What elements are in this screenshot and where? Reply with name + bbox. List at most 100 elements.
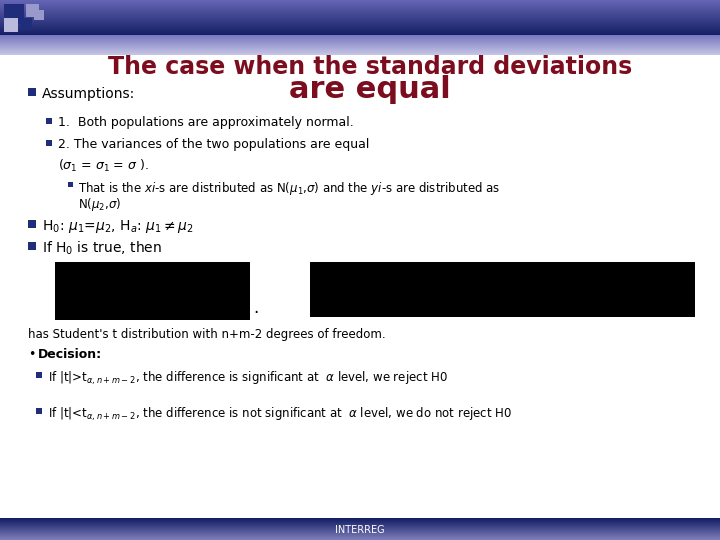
Bar bbox=[0, 1, 720, 2]
Text: are equal: are equal bbox=[289, 75, 451, 104]
Bar bbox=[0, 19, 720, 20]
Bar bbox=[0, 16, 720, 17]
Bar bbox=[0, 35, 720, 36]
Text: If |t|<t$_{\alpha,n+m-2}$, the difference is not significant at  $\alpha$ level,: If |t|<t$_{\alpha,n+m-2}$, the differenc… bbox=[48, 406, 512, 423]
Bar bbox=[0, 46, 720, 47]
Bar bbox=[0, 45, 720, 46]
Bar bbox=[0, 534, 720, 535]
Bar bbox=[0, 529, 720, 530]
Bar bbox=[0, 18, 720, 19]
Bar bbox=[4, 18, 18, 32]
Bar bbox=[0, 519, 720, 520]
Bar bbox=[0, 44, 720, 45]
Bar bbox=[0, 23, 720, 24]
Bar bbox=[36, 408, 42, 414]
Bar bbox=[0, 520, 720, 521]
Bar bbox=[0, 27, 720, 28]
Text: If H$_0$ is true, then: If H$_0$ is true, then bbox=[42, 240, 162, 258]
Bar bbox=[55, 262, 250, 320]
Text: Decision:: Decision: bbox=[38, 348, 102, 361]
Bar bbox=[0, 533, 720, 534]
Bar bbox=[0, 21, 720, 22]
Bar bbox=[0, 26, 720, 27]
Bar bbox=[0, 49, 720, 50]
Text: INTERREG: INTERREG bbox=[336, 525, 384, 535]
Bar bbox=[0, 524, 720, 525]
Bar bbox=[0, 6, 720, 7]
Bar bbox=[0, 9, 720, 10]
Text: •: • bbox=[28, 348, 35, 361]
Bar bbox=[0, 39, 720, 40]
Bar bbox=[0, 8, 720, 9]
Bar bbox=[0, 0, 720, 1]
Bar bbox=[0, 29, 720, 30]
Bar bbox=[0, 37, 720, 38]
Text: has Student's t distribution with n+m-2 degrees of freedom.: has Student's t distribution with n+m-2 … bbox=[28, 328, 386, 341]
Bar bbox=[0, 3, 720, 4]
Bar bbox=[0, 535, 720, 536]
Bar bbox=[28, 242, 36, 250]
Bar bbox=[0, 47, 720, 48]
Bar bbox=[0, 14, 720, 15]
Bar bbox=[0, 530, 720, 531]
Text: That is the $xi$-s are distributed as N($\mu_1$,$\sigma$) and the $yi$-s are dis: That is the $xi$-s are distributed as N(… bbox=[78, 180, 500, 197]
Bar bbox=[0, 36, 720, 37]
Text: The case when the standard deviations: The case when the standard deviations bbox=[108, 55, 632, 79]
Bar bbox=[34, 10, 44, 20]
Bar bbox=[0, 43, 720, 44]
Text: Assumptions:: Assumptions: bbox=[42, 87, 135, 101]
Bar bbox=[0, 41, 720, 42]
Bar bbox=[0, 531, 720, 532]
Text: 1.  Both populations are approximately normal.: 1. Both populations are approximately no… bbox=[58, 116, 354, 129]
Text: .: . bbox=[253, 299, 258, 317]
Bar bbox=[36, 372, 42, 378]
Bar bbox=[0, 32, 720, 33]
Bar bbox=[0, 11, 720, 12]
Bar bbox=[0, 522, 720, 523]
Bar bbox=[0, 30, 720, 31]
Bar bbox=[0, 539, 720, 540]
Bar bbox=[0, 54, 720, 55]
Bar bbox=[310, 262, 695, 317]
Bar bbox=[0, 38, 720, 39]
Bar bbox=[0, 7, 720, 8]
Bar bbox=[0, 2, 720, 3]
Bar bbox=[0, 51, 720, 52]
Bar bbox=[0, 532, 720, 533]
Bar bbox=[20, 18, 32, 30]
Bar bbox=[0, 42, 720, 43]
Bar bbox=[68, 182, 73, 187]
Bar bbox=[0, 28, 720, 29]
Bar bbox=[0, 5, 720, 6]
Bar bbox=[0, 537, 720, 538]
Bar bbox=[0, 24, 720, 25]
Bar bbox=[0, 17, 720, 18]
Bar bbox=[0, 50, 720, 51]
Bar bbox=[46, 140, 52, 146]
Text: 2. The variances of the two populations are equal: 2. The variances of the two populations … bbox=[58, 138, 369, 151]
Bar bbox=[0, 526, 720, 527]
Bar bbox=[0, 15, 720, 16]
Bar bbox=[0, 527, 720, 528]
Text: N($\mu_2$,$\sigma$): N($\mu_2$,$\sigma$) bbox=[78, 196, 121, 213]
Bar bbox=[46, 118, 52, 124]
Bar bbox=[0, 10, 720, 11]
Bar bbox=[0, 53, 720, 54]
Bar bbox=[0, 518, 720, 519]
Bar bbox=[0, 523, 720, 524]
Bar bbox=[0, 528, 720, 529]
Bar bbox=[0, 25, 720, 26]
Bar bbox=[0, 13, 720, 14]
Bar bbox=[0, 12, 720, 13]
Text: H$_0$: $\mu_1$=$\mu_2$, H$_a$: $\mu_1$$\neq$$\mu_2$: H$_0$: $\mu_1$=$\mu_2$, H$_a$: $\mu_1$$\… bbox=[42, 218, 194, 235]
Bar bbox=[0, 521, 720, 522]
Bar bbox=[0, 538, 720, 539]
Bar bbox=[0, 31, 720, 32]
Bar bbox=[28, 220, 36, 228]
Bar bbox=[4, 4, 24, 24]
Bar bbox=[0, 52, 720, 53]
Bar bbox=[0, 40, 720, 41]
Bar bbox=[0, 33, 720, 34]
Text: ($\sigma_1$ = $\sigma_1$ = $\sigma$ ).: ($\sigma_1$ = $\sigma_1$ = $\sigma$ ). bbox=[58, 158, 149, 174]
Bar bbox=[0, 48, 720, 49]
